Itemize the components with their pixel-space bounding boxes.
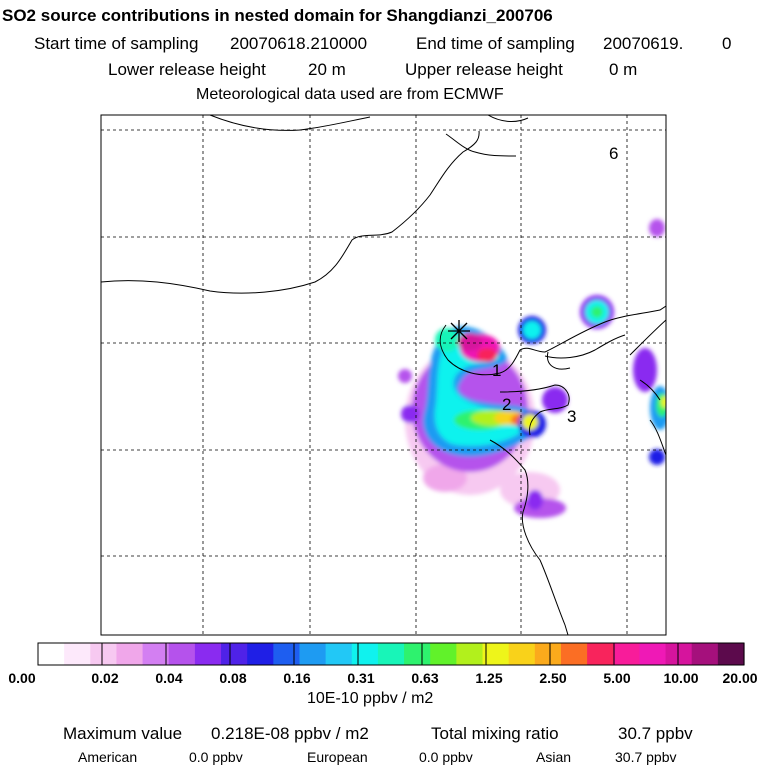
colorbar-swatch xyxy=(142,643,170,665)
start-time-value: 20070618.210000 xyxy=(230,34,368,53)
colorbar-label: 1.25 xyxy=(475,670,503,686)
end-time-suffix: 0 xyxy=(722,34,732,53)
total-mixing-label: Total mixing ratio xyxy=(431,724,559,743)
colorbar-unit: 10E-10 ppbv / m2 xyxy=(307,690,434,707)
colorbar-swatch xyxy=(482,643,510,665)
lower-release-value: 20 m xyxy=(308,60,346,79)
colorbar-swatch xyxy=(325,643,353,665)
map-grid xyxy=(101,115,666,635)
colorbar-swatch xyxy=(587,643,614,665)
colorbar-label: 0.63 xyxy=(411,670,439,686)
colorbar xyxy=(37,643,745,665)
colorbar-swatch xyxy=(404,643,431,665)
colorbar-swatch xyxy=(221,643,248,665)
colorbar-swatch xyxy=(717,643,745,665)
colorbar-label: 2.50 xyxy=(539,670,567,686)
colorbar-swatch xyxy=(534,643,562,665)
colorbar-label: 0.02 xyxy=(91,670,119,686)
upper-release-value: 0 m xyxy=(609,60,638,79)
concentration-plume xyxy=(398,219,666,518)
map-area: 1 2 3 6 xyxy=(101,115,666,635)
colorbar-label: 0.31 xyxy=(347,670,375,686)
colorbar-swatch xyxy=(168,643,196,665)
colorbar-label: 0.08 xyxy=(219,670,247,686)
colorbar-swatch xyxy=(38,643,65,665)
colorbar-swatch xyxy=(456,643,484,665)
lower-release-label: Lower release height xyxy=(108,60,266,79)
receptor-star-icon xyxy=(448,320,470,342)
end-time-label: End time of sampling xyxy=(416,34,575,53)
colorbar-swatch xyxy=(691,643,719,665)
colorbar-swatch xyxy=(64,643,91,665)
asian-label: Asian xyxy=(536,749,572,765)
colorbar-label: 10.00 xyxy=(663,670,699,686)
start-time-label: Start time of sampling xyxy=(34,34,199,53)
total-mixing-value: 30.7 ppbv xyxy=(618,724,693,743)
colorbar-swatch xyxy=(299,643,327,665)
colorbar-swatch xyxy=(194,643,222,665)
colorbar-label: 0.16 xyxy=(283,670,311,686)
colorbar-swatch xyxy=(247,643,274,665)
colorbar-swatch xyxy=(560,643,588,665)
colorbar-label: 0.00 xyxy=(8,670,36,686)
region-label-3: 3 xyxy=(567,407,576,426)
european-label: European xyxy=(307,749,368,765)
european-value: 0.0 ppbv xyxy=(419,749,473,765)
colorbar-swatch xyxy=(639,643,667,665)
colorbar-label: 5.00 xyxy=(603,670,631,686)
colorbar-frame xyxy=(37,642,745,666)
american-label: American xyxy=(78,749,138,765)
colorbar-swatch xyxy=(430,643,457,665)
colorbar-swatch xyxy=(90,643,118,665)
max-value-label: Maximum value xyxy=(63,724,183,743)
map-frame xyxy=(100,114,667,636)
colorbar-swatch xyxy=(613,643,641,665)
colorbar-swatch xyxy=(377,643,405,665)
region-label-6: 6 xyxy=(609,144,618,163)
colorbar-swatch xyxy=(508,643,536,665)
upper-release-label: Upper release height xyxy=(405,60,563,79)
colorbar-swatch xyxy=(351,643,379,665)
colorbar-label: 0.04 xyxy=(155,670,183,686)
plot-title: SO2 source contributions in nested domai… xyxy=(2,6,553,25)
asian-value: 30.7 ppbv xyxy=(615,749,677,765)
met-data-text: Meteorological data used are from ECMWF xyxy=(196,86,504,103)
colorbar-swatch xyxy=(116,643,144,665)
region-label-1: 1 xyxy=(492,361,501,380)
coastline xyxy=(101,115,666,635)
colorbar-swatch xyxy=(273,643,301,665)
end-time-value: 20070619. xyxy=(603,34,684,53)
colorbar-swatch xyxy=(665,643,693,665)
colorbar-label: 20.00 xyxy=(722,670,758,686)
region-label-2: 2 xyxy=(502,395,511,414)
max-value: 0.218E-08 ppbv / m2 xyxy=(211,724,369,743)
american-value: 0.0 ppbv xyxy=(189,749,243,765)
